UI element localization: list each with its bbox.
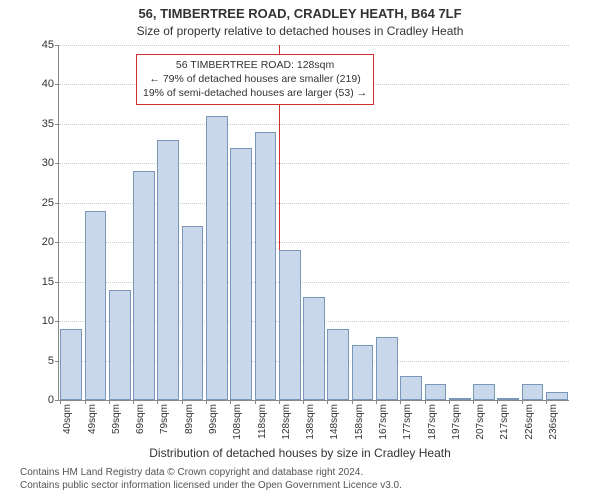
annotation-line-2: ← 79% of detached houses are smaller (21…: [143, 72, 367, 86]
copyright-notice: Contains HM Land Registry data © Crown c…: [20, 466, 402, 492]
x-tick: [255, 400, 256, 404]
y-tick-label: 25: [24, 197, 54, 209]
x-tick-label: 89sqm: [184, 404, 195, 454]
gridline: [59, 124, 569, 125]
bar: [376, 337, 398, 400]
x-tick: [376, 400, 377, 404]
y-tick: [55, 163, 59, 164]
bar: [255, 132, 277, 400]
x-tick-label: 138sqm: [305, 404, 316, 454]
y-tick-label: 5: [24, 355, 54, 367]
x-tick-label: 158sqm: [354, 404, 365, 454]
bar: [473, 384, 495, 400]
bar: [327, 329, 349, 400]
x-tick-label: 99sqm: [208, 404, 219, 454]
bar: [449, 398, 471, 400]
page-subtitle: Size of property relative to detached ho…: [0, 24, 600, 38]
x-tick: [109, 400, 110, 404]
y-tick-label: 40: [24, 78, 54, 90]
y-tick-label: 30: [24, 157, 54, 169]
gridline: [59, 45, 569, 46]
y-tick: [55, 321, 59, 322]
x-tick-label: 118sqm: [257, 404, 268, 454]
x-tick: [303, 400, 304, 404]
bar: [133, 171, 155, 400]
x-tick-label: 207sqm: [475, 404, 486, 454]
bar: [60, 329, 82, 400]
x-tick: [182, 400, 183, 404]
bar: [400, 376, 422, 400]
x-tick-label: 226sqm: [524, 404, 535, 454]
annotation-box: 56 TIMBERTREE ROAD: 128sqm ← 79% of deta…: [136, 54, 374, 105]
x-tick: [473, 400, 474, 404]
x-tick-label: 128sqm: [281, 404, 292, 454]
x-tick: [546, 400, 547, 404]
x-tick: [449, 400, 450, 404]
y-tick-label: 35: [24, 118, 54, 130]
x-tick: [206, 400, 207, 404]
x-tick-label: 69sqm: [135, 404, 146, 454]
page-title: 56, TIMBERTREE ROAD, CRADLEY HEATH, B64 …: [0, 6, 600, 21]
y-tick-label: 15: [24, 276, 54, 288]
x-tick: [352, 400, 353, 404]
bar: [85, 211, 107, 400]
bar: [206, 116, 228, 400]
x-tick-label: 187sqm: [427, 404, 438, 454]
bar: [497, 398, 519, 400]
y-tick-label: 0: [24, 394, 54, 406]
y-tick: [55, 203, 59, 204]
x-tick: [279, 400, 280, 404]
x-tick-label: 148sqm: [329, 404, 340, 454]
gridline: [59, 163, 569, 164]
y-tick: [55, 282, 59, 283]
copyright-line-1: Contains HM Land Registry data © Crown c…: [20, 466, 402, 479]
y-tick: [55, 361, 59, 362]
x-tick-label: 108sqm: [232, 404, 243, 454]
x-tick: [133, 400, 134, 404]
x-tick-label: 236sqm: [548, 404, 559, 454]
bar: [109, 290, 131, 400]
x-tick-label: 197sqm: [451, 404, 462, 454]
bar: [352, 345, 374, 400]
bar: [182, 226, 204, 400]
y-tick-label: 20: [24, 236, 54, 248]
annotation-line-1: 56 TIMBERTREE ROAD: 128sqm: [143, 58, 367, 72]
bar: [279, 250, 301, 400]
bar: [522, 384, 544, 400]
bar: [546, 392, 568, 400]
x-tick-label: 59sqm: [111, 404, 122, 454]
x-tick-label: 49sqm: [87, 404, 98, 454]
annotation-line-3: 19% of semi-detached houses are larger (…: [143, 86, 367, 100]
x-tick-label: 177sqm: [402, 404, 413, 454]
bar: [303, 297, 325, 400]
bar: [157, 140, 179, 400]
y-tick: [55, 84, 59, 85]
y-tick-label: 10: [24, 315, 54, 327]
x-tick-label: 40sqm: [62, 404, 73, 454]
bar: [230, 148, 252, 400]
x-tick: [85, 400, 86, 404]
bar: [425, 384, 447, 400]
x-tick: [522, 400, 523, 404]
y-tick: [55, 242, 59, 243]
y-tick-label: 45: [24, 39, 54, 51]
y-tick: [55, 124, 59, 125]
x-tick-label: 79sqm: [159, 404, 170, 454]
x-tick-label: 167sqm: [378, 404, 389, 454]
x-tick: [425, 400, 426, 404]
y-tick: [55, 400, 59, 401]
copyright-line-2: Contains public sector information licen…: [20, 479, 402, 492]
x-tick-label: 217sqm: [499, 404, 510, 454]
y-tick: [55, 45, 59, 46]
